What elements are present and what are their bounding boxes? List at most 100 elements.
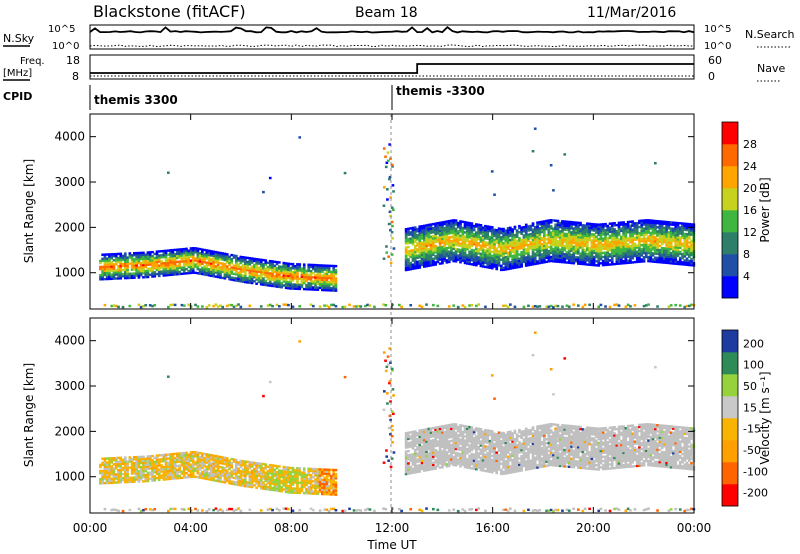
power-cell [454, 249, 458, 253]
velocity-cell [178, 452, 181, 455]
power-cell [289, 287, 292, 290]
power-cell [527, 247, 530, 251]
velocity-cell [248, 475, 252, 478]
power-cell [262, 279, 265, 282]
power-cell [135, 264, 138, 267]
velocity-cell [230, 462, 234, 465]
power-cell [445, 240, 449, 244]
power-cell [384, 165, 388, 169]
power-cell [529, 226, 533, 230]
power-cell [468, 262, 471, 266]
power-cell [105, 277, 109, 281]
power-cell [647, 237, 650, 240]
power-cell [119, 266, 123, 270]
power-cell [382, 204, 386, 207]
power-cell [133, 264, 136, 267]
power-cell [475, 261, 478, 265]
power-cell [302, 275, 306, 279]
power-cell [425, 250, 428, 254]
power-cell [210, 252, 213, 255]
power-cell [545, 246, 548, 249]
power-cell [599, 241, 603, 245]
power-cell [629, 232, 632, 236]
power-cell [606, 224, 610, 228]
power-cell [468, 230, 471, 233]
velocity-cell [280, 471, 283, 475]
velocity-cell [160, 466, 163, 469]
power-cell [567, 235, 571, 238]
power-cell [540, 220, 544, 224]
power-cell [654, 227, 657, 231]
power-cell [552, 243, 555, 247]
velocity-cell [203, 456, 206, 460]
velocity-cell [266, 475, 270, 479]
power-cell [121, 268, 125, 272]
power-cell [592, 229, 596, 232]
power-cell [561, 242, 564, 245]
power-cell [429, 251, 433, 255]
power-cell [552, 189, 555, 192]
velocity-cell [307, 469, 311, 473]
power-cell [257, 276, 261, 280]
power-cell [436, 228, 440, 231]
power-cell [117, 273, 120, 276]
velocity-cell [323, 468, 326, 471]
velocity-cell [180, 470, 184, 473]
power-cell [504, 235, 508, 239]
velocity-cell [173, 477, 177, 480]
power-cell [565, 261, 569, 264]
velocity-cell [144, 477, 148, 481]
power-cell [484, 241, 487, 244]
power-cell [287, 262, 290, 265]
power-cell [133, 252, 136, 255]
power-cell [518, 243, 521, 246]
velocity-cell [275, 479, 279, 482]
power-cell [606, 243, 610, 246]
power-cell [416, 227, 419, 231]
power-cell [420, 251, 424, 255]
power-cell [298, 263, 302, 266]
power-cell [484, 251, 487, 254]
power-cell [207, 270, 211, 273]
power-cell [660, 232, 664, 236]
power-cell [599, 256, 603, 259]
power-cell [490, 260, 494, 264]
power-cell [280, 281, 283, 285]
power-cell [287, 287, 290, 290]
velocity-cell [171, 471, 175, 474]
noise-tick-right-top: 10^5 [704, 24, 731, 35]
power-cell [606, 245, 610, 248]
power-cell [660, 259, 664, 262]
power-cell [114, 269, 118, 272]
power-cell [506, 243, 510, 246]
power-cell [631, 244, 634, 248]
power-cell [513, 225, 517, 229]
power-cell [452, 225, 456, 228]
velocity-cell [162, 470, 166, 473]
power-cell [114, 259, 118, 262]
power-cell [219, 270, 222, 273]
power-cell [124, 270, 127, 274]
velocity-cell [327, 491, 331, 494]
power-cell [429, 241, 433, 245]
power-cell [581, 242, 585, 245]
power-cell [194, 249, 197, 252]
power-cell [545, 256, 548, 259]
power-cell [171, 248, 175, 252]
power-cell [481, 230, 485, 234]
power-cell [167, 305, 170, 309]
power-cell [574, 256, 578, 259]
power-cell [459, 226, 462, 229]
power-cell [626, 237, 630, 240]
velocity-cell [321, 488, 324, 492]
power-cell [513, 305, 517, 309]
power-cell [287, 266, 290, 270]
power-cell [547, 249, 551, 253]
velocity-cell [119, 466, 123, 470]
power-cell [325, 274, 329, 278]
power-cell [103, 259, 107, 262]
power-cell [502, 304, 505, 308]
velocity-cell [302, 483, 306, 487]
velocity-cell [198, 460, 202, 463]
power-cell [472, 263, 476, 267]
